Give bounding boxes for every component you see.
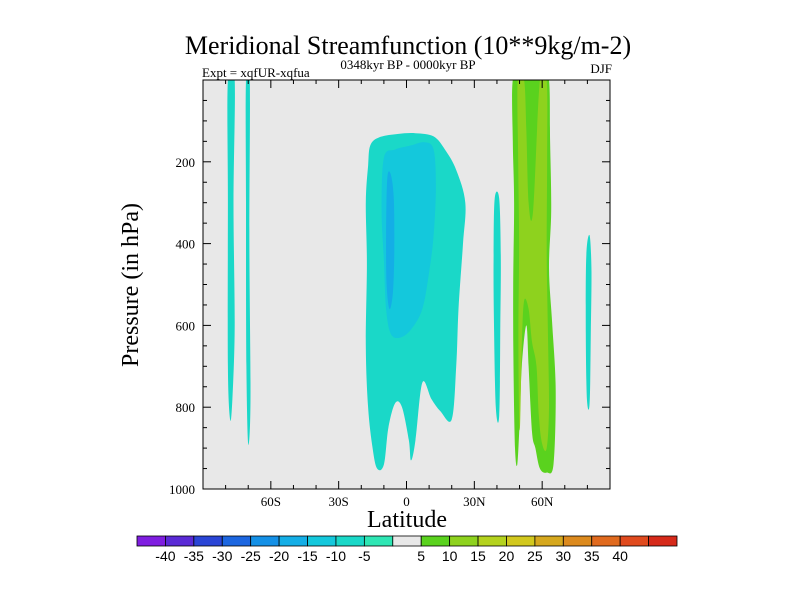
contour-region-nh-polar-column bbox=[585, 234, 592, 410]
colorbar-label: -10 bbox=[326, 548, 346, 564]
y-axis-label: Pressure (in hPa) bbox=[118, 203, 144, 367]
x-tick-label: 60S bbox=[261, 494, 281, 509]
colorbar-label: 5 bbox=[417, 548, 425, 564]
colorbar-swatch bbox=[562, 535, 593, 547]
contour-region-sh-high-lat-column-b bbox=[245, 80, 251, 446]
y-tick-label: 1000 bbox=[169, 482, 195, 497]
colorbar-label: -20 bbox=[269, 548, 289, 564]
colorbar-label: 20 bbox=[499, 548, 515, 564]
contour-region-tropical-cell-core bbox=[381, 142, 436, 339]
contour-region-nh-positive-core bbox=[517, 80, 550, 451]
colorbar-swatch bbox=[591, 535, 621, 547]
colorbar-swatch bbox=[221, 535, 252, 547]
x-tick-label: 60N bbox=[531, 494, 554, 509]
y-tick-label: 400 bbox=[176, 237, 196, 252]
colorbar-swatch bbox=[506, 535, 536, 547]
colorbar-label: -25 bbox=[241, 548, 261, 564]
time-range-label: 0348kyr BP - 0000kyr BP bbox=[340, 57, 475, 72]
axis-ticks: 60S 30S 0 30N 60N 200 400 600 800 1000 bbox=[169, 79, 611, 509]
y-tick-label: 600 bbox=[176, 318, 196, 333]
colorbar-swatch bbox=[420, 535, 451, 547]
colorbar-swatch bbox=[335, 535, 365, 547]
x-tick-label: 30S bbox=[329, 494, 349, 509]
colorbar-label: -5 bbox=[358, 548, 371, 564]
colorbar-label: 40 bbox=[612, 548, 628, 564]
colorbar-swatch bbox=[193, 535, 223, 547]
colorbar-swatch bbox=[477, 535, 507, 547]
colorbar-label: -30 bbox=[212, 548, 232, 564]
colorbar-swatch bbox=[250, 535, 280, 547]
colorbar-label: 15 bbox=[470, 548, 486, 564]
colorbar-swatch bbox=[278, 535, 308, 547]
season-label: DJF bbox=[590, 61, 612, 76]
y-tick-label: 200 bbox=[176, 155, 196, 170]
contour-region-sh-high-lat-column-a bbox=[227, 80, 235, 421]
colorbar-label: 35 bbox=[584, 548, 600, 564]
colorbar-label: -40 bbox=[155, 548, 175, 564]
colorbar-swatch bbox=[648, 535, 678, 547]
contour-region-tropical-cell-inner bbox=[386, 171, 395, 310]
colorbar-swatch bbox=[534, 535, 564, 547]
colorbar-label: 25 bbox=[527, 548, 543, 564]
contour-region-nh-midlat-column bbox=[493, 191, 501, 423]
chart-title: Meridional Streamfunction (10**9kg/m-2) bbox=[185, 31, 631, 60]
colorbar-label: -35 bbox=[184, 548, 204, 564]
colorbar-swatch bbox=[449, 535, 479, 547]
colorbar-label: -15 bbox=[297, 548, 317, 564]
x-tick-label: 30N bbox=[463, 494, 486, 509]
experiment-label: Expt = xqfUR-xqfua bbox=[202, 65, 310, 80]
colorbar-swatch bbox=[619, 535, 649, 547]
colorbar-swatch bbox=[136, 535, 166, 547]
x-tick-label: 0 bbox=[403, 494, 410, 509]
colorbar-swatch bbox=[307, 535, 337, 547]
colorbar: -40 -35 -30 -25 -20 -15 -10 -5 5 10 15 20 25 30 35 40 bbox=[136, 535, 678, 564]
colorbar-label: 10 bbox=[442, 548, 458, 564]
y-tick-label: 800 bbox=[176, 400, 196, 415]
contour-fill-layer bbox=[227, 80, 592, 474]
colorbar-swatch bbox=[363, 535, 394, 547]
colorbar-swatch bbox=[392, 535, 422, 547]
colorbar-swatch bbox=[165, 535, 195, 547]
colorbar-label: 30 bbox=[556, 548, 572, 564]
x-axis-label: Latitude bbox=[367, 507, 447, 533]
